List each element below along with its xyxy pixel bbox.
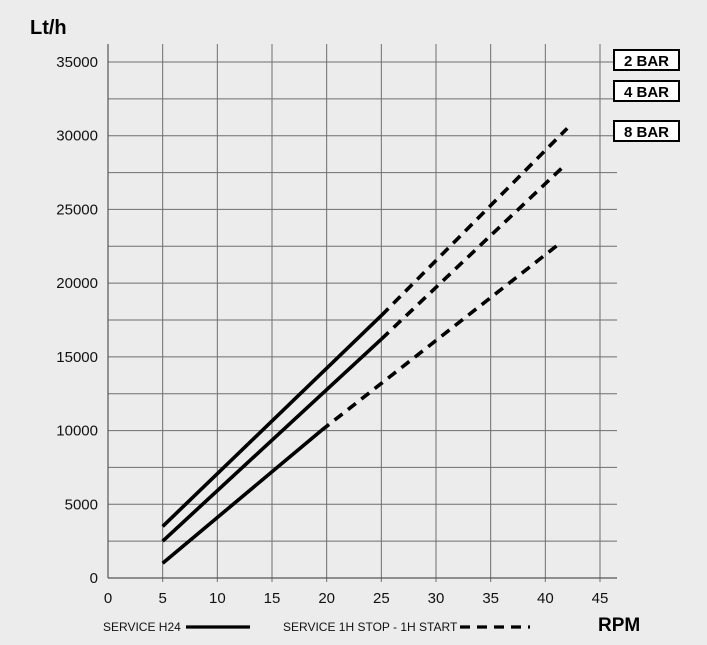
series-label-box <box>613 49 680 71</box>
legend: 2 BAR 4 BAR 8 BAR SERVICE H24 SERVICE 1H STO… <box>103 49 680 634</box>
y-tick-label: 35000 <box>56 54 98 71</box>
grid <box>108 44 617 582</box>
y-axis-title: Lt/h <box>30 17 67 39</box>
y-tick-label: 20000 <box>56 275 98 292</box>
x-tick-label: 25 <box>373 590 390 607</box>
y-tick-label: 0 <box>90 570 98 587</box>
series-solid-line <box>161 429 323 565</box>
x-tick-label: 45 <box>592 590 609 607</box>
y-tick-label: 5000 <box>65 496 98 513</box>
series-lines <box>161 127 569 565</box>
x-tick-label: 30 <box>428 590 445 607</box>
series-solid-line <box>161 314 383 528</box>
series-label-box <box>613 120 680 142</box>
x-tick-label: 5 <box>158 590 166 607</box>
x-tick-label: 35 <box>482 590 499 607</box>
x-tick-label: 0 <box>104 590 112 607</box>
y-tick-label: 30000 <box>56 128 98 145</box>
x-tick-label: 15 <box>264 590 281 607</box>
series-solid-line <box>161 337 383 543</box>
y-tick-label: 25000 <box>56 201 98 218</box>
legend-dashed-label: SERVICE 1H STOP - 1H START <box>283 620 458 634</box>
x-axis-title: RPM <box>598 615 640 636</box>
series-label: 4 BAR <box>624 84 669 101</box>
x-tick-label: 20 <box>318 590 335 607</box>
series-label-box <box>613 80 680 102</box>
legend-solid-label: SERVICE H24 <box>103 620 181 634</box>
series-dashed-line <box>380 166 563 341</box>
y-tick-label: 10000 <box>56 423 98 440</box>
x-tick-label: 40 <box>537 590 554 607</box>
series-dashed-line <box>320 240 563 432</box>
series-label: 8 BAR <box>624 124 669 141</box>
series-dashed-line <box>380 127 569 317</box>
labels: 0 5 10 15 20 25 30 35 40 45 0 5000 10000 15000 20000 25… <box>30 17 640 636</box>
series-label: 2 BAR <box>624 53 669 70</box>
axes <box>107 44 617 579</box>
y-tick-label: 15000 <box>56 349 98 366</box>
x-tick-label: 10 <box>209 590 226 607</box>
